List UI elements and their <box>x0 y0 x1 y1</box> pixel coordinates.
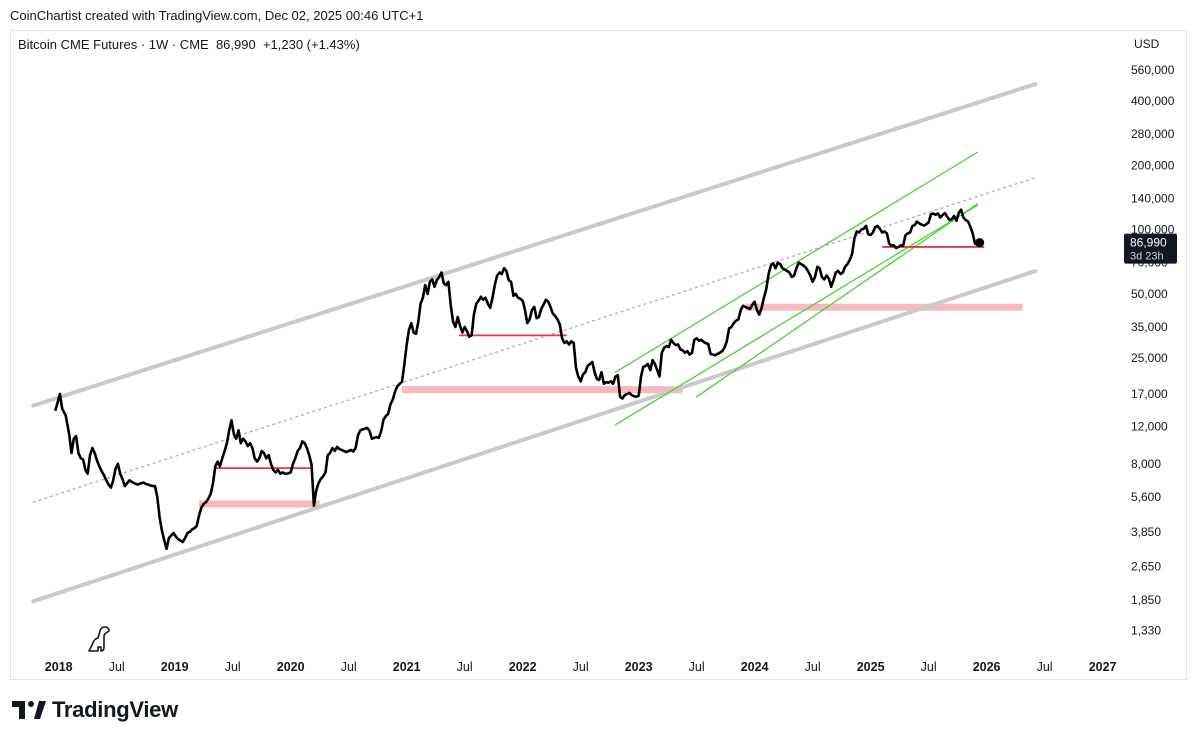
y-tick-label: 1,330 <box>1131 623 1161 637</box>
x-tick-label: Jul <box>1037 660 1053 674</box>
y-tick-label: 560,000 <box>1131 63 1175 77</box>
legend-last-price: 86,990 <box>215 37 256 52</box>
y-tick-label: 100,000 <box>1131 223 1175 237</box>
x-tick-label: Jul <box>921 660 937 674</box>
y-tick-label: 35,000 <box>1131 320 1168 334</box>
y-tick-label: 3,850 <box>1131 525 1161 539</box>
x-tick-label: Jul <box>573 660 589 674</box>
x-tick-label: Jul <box>109 660 125 674</box>
x-tick-label: 2020 <box>277 660 305 674</box>
y-tick-label: 200,000 <box>1131 158 1175 172</box>
price-series-line[interactable] <box>53 208 981 551</box>
x-tick-label: Jul <box>689 660 705 674</box>
y-tick-label: 25,000 <box>1131 351 1168 365</box>
channel-upper-line[interactable] <box>31 82 1038 408</box>
y-tick-label: 8,000 <box>1131 457 1161 471</box>
chart-frame <box>10 30 1187 680</box>
channel-lower-line[interactable] <box>31 269 1038 604</box>
y-tick-label: 2,650 <box>1131 559 1161 573</box>
x-tick-label: 2027 <box>1089 660 1117 674</box>
x-tick-label: Jul <box>341 660 357 674</box>
x-tick-label: 2023 <box>625 660 653 674</box>
legend-change: +1,230 (+1.43%) <box>262 37 360 52</box>
symbol-legend[interactable]: Bitcoin CME Futures · 1W · CME 86,990 +1… <box>18 37 360 52</box>
y-tick-label: 50,000 <box>1131 287 1168 301</box>
price-tag <box>1124 233 1177 264</box>
price-tag-value: 86,990 <box>1130 236 1167 250</box>
x-tick-label: 2026 <box>973 660 1001 674</box>
green-channel-middle-line[interactable] <box>695 203 978 398</box>
x-tick-label: 2022 <box>509 660 537 674</box>
y-tick-label: 17,000 <box>1131 387 1168 401</box>
attribution-text: CoinChartist created with TradingView.co… <box>10 8 424 23</box>
tradingview-logo[interactable]: TradingView <box>12 697 178 723</box>
y-tick-label: 5,600 <box>1131 490 1161 504</box>
x-tick-label: Jul <box>805 660 821 674</box>
support-zone[interactable] <box>199 500 320 508</box>
last-price-marker <box>975 238 985 248</box>
y-tick-label: 400,000 <box>1131 94 1175 108</box>
x-tick-label: 2018 <box>45 660 73 674</box>
dinosaur-icon <box>86 625 112 658</box>
price-tag-countdown: 3d 23h <box>1130 251 1164 263</box>
support-zone[interactable] <box>745 303 1023 311</box>
y-tick-label: 12,000 <box>1131 419 1168 433</box>
x-tick-label: Jul <box>225 660 241 674</box>
support-zone[interactable] <box>402 386 683 394</box>
green-channel-upper-line[interactable] <box>614 151 978 373</box>
y-tick-label: 1,850 <box>1131 593 1161 607</box>
x-tick-label: 2019 <box>161 660 189 674</box>
x-tick-label: 2021 <box>393 660 421 674</box>
y-tick-label: 280,000 <box>1131 127 1175 141</box>
currency-label[interactable]: USD <box>1134 37 1160 51</box>
legend-title: Bitcoin CME Futures · 1W · CME <box>18 37 209 52</box>
x-tick-label: 2025 <box>857 660 885 674</box>
x-tick-label: Jul <box>457 660 473 674</box>
y-tick-label: 140,000 <box>1131 191 1175 205</box>
x-tick-label: 2024 <box>741 660 769 674</box>
channel-midline[interactable] <box>32 177 1036 503</box>
tradingview-brand: TradingView <box>52 697 178 722</box>
green-channel-lower-line[interactable] <box>614 204 978 426</box>
tradingview-logo-icon <box>12 699 46 721</box>
